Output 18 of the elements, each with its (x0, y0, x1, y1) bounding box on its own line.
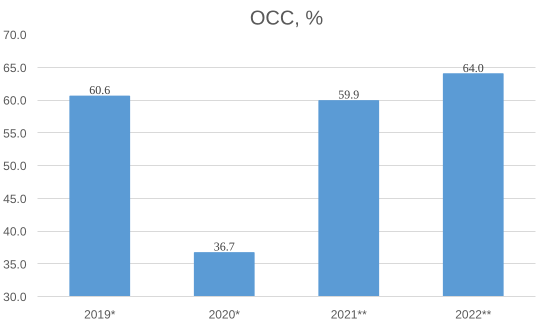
y-tick-label: 30.0 (3, 290, 27, 304)
x-tick-label: 2019* (84, 308, 116, 322)
y-tick-label: 35.0 (3, 257, 27, 272)
y-tick-label: 50.0 (3, 159, 27, 173)
y-tick-label: 45.0 (3, 192, 27, 206)
x-tick-label: 2021** (330, 308, 368, 322)
data-label: 64.0 (462, 60, 484, 75)
y-tick-label: 60.0 (3, 94, 27, 108)
y-tick-label: 65.0 (3, 60, 27, 75)
y-tick-label: 70.0 (3, 28, 27, 42)
y-tick-label: 40.0 (3, 224, 27, 238)
data-label: 59.9 (338, 88, 360, 102)
x-tick-label: 2022** (455, 308, 492, 322)
data-label: 36.7 (214, 240, 235, 254)
y-tick-label: 55.0 (3, 126, 27, 140)
x-tick-label: 2020* (208, 308, 240, 322)
data-label: 60.6 (89, 83, 110, 98)
chart-title: OCC, % (250, 8, 324, 30)
